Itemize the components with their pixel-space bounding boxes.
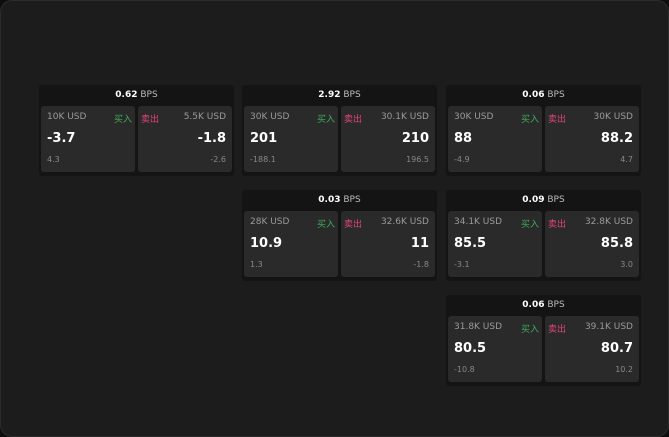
bid-size: 30K USD: [250, 112, 290, 122]
bid-change: -4.9: [454, 155, 470, 164]
bid-price: -3.7: [47, 131, 76, 146]
spread-unit: BPS: [547, 195, 565, 205]
ask-change: 196.5: [406, 155, 429, 164]
ask-price: -1.8: [197, 131, 226, 146]
bid-change: -3.1: [454, 260, 470, 269]
quote-panel: 2.92 BPS 30K USD 买入 201 -188.1 30.1K USD…: [242, 85, 437, 176]
quote-panel: 0.09 BPS 34.1K USD 买入 85.5 -3.1 32.8K US…: [446, 190, 641, 281]
spread-value: 0.62: [115, 90, 138, 100]
bid-price: 201: [250, 131, 278, 146]
bid-price: 88: [454, 131, 473, 146]
bid-size: 34.1K USD: [454, 217, 503, 227]
bid-cell[interactable]: 30K USD 买入 88 -4.9: [448, 106, 542, 172]
buy-label: 买入: [113, 115, 132, 125]
ask-size: 5.5K USD: [183, 112, 226, 122]
buy-label: 买入: [316, 115, 335, 125]
buy-label: 买入: [520, 325, 539, 335]
bid-cell[interactable]: 31.8K USD 买入 80.5 -10.8: [448, 316, 542, 382]
ask-size: 32.6K USD: [380, 217, 429, 227]
spread-header: 2.92 BPS: [242, 85, 437, 106]
bid-size: 28K USD: [250, 217, 290, 227]
ask-size: 39.1K USD: [584, 322, 633, 332]
ask-cell[interactable]: 5.5K USD 卖出 -1.8 -2.6: [138, 106, 232, 172]
bid-change: -10.8: [454, 365, 475, 374]
ask-price: 210: [401, 131, 429, 146]
spread-header: 0.03 BPS: [242, 190, 437, 211]
ask-cell[interactable]: 30K USD 卖出 88.2 4.7: [545, 106, 639, 172]
quote-panel: 0.03 BPS 28K USD 买入 10.9 1.3 32.6K USD 卖…: [242, 190, 437, 281]
spread-value: 0.06: [522, 90, 545, 100]
quote-panel: 0.62 BPS 10K USD 买入 -3.7 4.3 5.5K USD 卖出…: [39, 85, 234, 176]
sell-label: 卖出: [548, 115, 567, 125]
ask-change: 3.0: [620, 260, 633, 269]
ask-change: -1.8: [413, 260, 429, 269]
quote-panel: 0.06 BPS 30K USD 买入 88 -4.9 30K USD 卖出 8…: [446, 85, 641, 176]
spread-header: 0.06 BPS: [446, 295, 641, 316]
spread-unit: BPS: [343, 90, 361, 100]
bid-price: 85.5: [454, 236, 487, 251]
ask-change: -2.6: [210, 155, 226, 164]
bid-price: 10.9: [250, 236, 283, 251]
quote-panel: 0.06 BPS 31.8K USD 买入 80.5 -10.8 39.1K U…: [446, 295, 641, 386]
ask-cell[interactable]: 32.8K USD 卖出 85.8 3.0: [545, 211, 639, 277]
bid-cell[interactable]: 34.1K USD 买入 85.5 -3.1: [448, 211, 542, 277]
spread-unit: BPS: [547, 300, 565, 310]
bid-size: 30K USD: [454, 112, 494, 122]
bid-cell[interactable]: 28K USD 买入 10.9 1.3: [244, 211, 338, 277]
ask-price: 85.8: [600, 236, 633, 251]
spread-unit: BPS: [343, 195, 361, 205]
spread-value: 0.06: [522, 300, 545, 310]
ask-change: 4.7: [620, 155, 633, 164]
ask-price: 11: [410, 236, 429, 251]
sell-label: 卖出: [548, 325, 567, 335]
sell-label: 卖出: [548, 220, 567, 230]
bid-price: 80.5: [454, 341, 487, 356]
spread-value: 0.09: [522, 195, 545, 205]
ask-change: 10.2: [615, 365, 633, 374]
ask-price: 80.7: [600, 341, 633, 356]
buy-label: 买入: [316, 220, 335, 230]
ask-cell[interactable]: 39.1K USD 卖出 80.7 10.2: [545, 316, 639, 382]
ask-price: 88.2: [600, 131, 633, 146]
bid-cell[interactable]: 10K USD 买入 -3.7 4.3: [41, 106, 135, 172]
ask-size: 30.1K USD: [380, 112, 429, 122]
buy-label: 买入: [520, 220, 539, 230]
sell-label: 卖出: [344, 115, 363, 125]
spread-header: 0.06 BPS: [446, 85, 641, 106]
bid-size: 31.8K USD: [454, 322, 503, 332]
ask-cell[interactable]: 32.6K USD 卖出 11 -1.8: [341, 211, 435, 277]
bid-size: 10K USD: [47, 112, 87, 122]
sell-label: 卖出: [344, 220, 363, 230]
ask-size: 32.8K USD: [584, 217, 633, 227]
bid-change: 4.3: [47, 155, 60, 164]
bid-change: -188.1: [250, 155, 276, 164]
spread-unit: BPS: [140, 90, 158, 100]
buy-label: 买入: [520, 115, 539, 125]
bid-change: 1.3: [250, 260, 263, 269]
spread-header: 0.62 BPS: [39, 85, 234, 106]
spread-unit: BPS: [547, 90, 565, 100]
spread-value: 0.03: [318, 195, 341, 205]
bid-cell[interactable]: 30K USD 买入 201 -188.1: [244, 106, 338, 172]
spread-header: 0.09 BPS: [446, 190, 641, 211]
ask-size: 30K USD: [593, 112, 633, 122]
spread-value: 2.92: [318, 90, 341, 100]
ask-cell[interactable]: 30.1K USD 卖出 210 196.5: [341, 106, 435, 172]
sell-label: 卖出: [141, 115, 160, 125]
